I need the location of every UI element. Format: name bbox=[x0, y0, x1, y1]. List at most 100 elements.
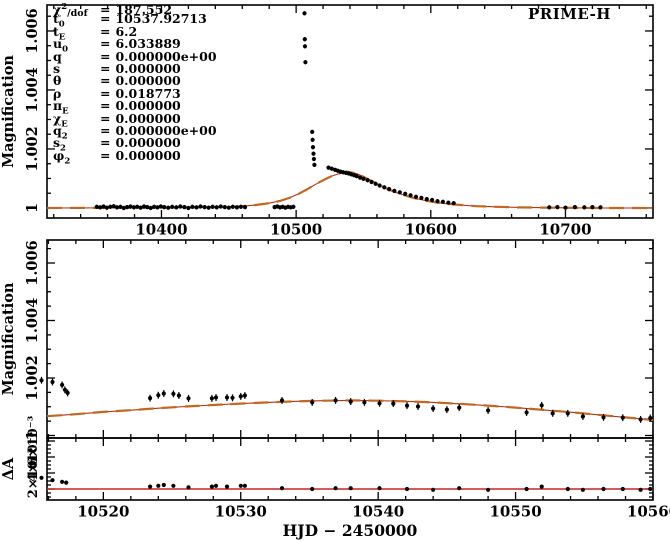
parameter-equals: = bbox=[100, 36, 111, 52]
survey-label: PRIME-H bbox=[528, 5, 611, 23]
data-point bbox=[222, 205, 227, 210]
parameter-value: 0.000000 bbox=[115, 60, 181, 76]
x-tick-label: 10540 bbox=[352, 503, 404, 521]
data-point bbox=[213, 483, 219, 488]
data-point bbox=[362, 400, 367, 405]
parameter-symbol: tE bbox=[53, 23, 66, 43]
y-tick-label: 2×10⁻³ bbox=[26, 447, 41, 498]
data-point bbox=[65, 390, 70, 395]
parameter-value: 0.000000e+00 bbox=[115, 122, 217, 138]
data-point bbox=[238, 204, 243, 209]
data-point bbox=[329, 166, 334, 171]
data-point bbox=[457, 486, 462, 491]
data-point bbox=[486, 487, 491, 492]
data-point bbox=[234, 205, 239, 210]
data-point bbox=[230, 204, 235, 209]
y-axis-label: ΔA bbox=[0, 457, 17, 480]
axis-ticks bbox=[47, 240, 654, 438]
fit-parameter-row: q = 0.000000e+00 bbox=[53, 48, 217, 64]
data-point bbox=[279, 398, 285, 403]
data-points bbox=[39, 475, 653, 492]
parameter-value: 0.000000 bbox=[115, 73, 181, 89]
fit-parameter-row: φ2 = 0.000000 bbox=[53, 147, 217, 166]
data-point bbox=[404, 403, 410, 408]
data-point bbox=[361, 176, 366, 181]
data-point bbox=[392, 188, 397, 193]
fit-parameter-row: χ2/dof = 187.552 bbox=[53, 1, 217, 19]
data-point bbox=[98, 205, 103, 210]
data-point bbox=[550, 411, 555, 416]
data-point bbox=[202, 205, 207, 210]
data-point bbox=[156, 393, 161, 398]
data-point bbox=[161, 482, 166, 488]
data-point bbox=[242, 483, 247, 488]
y-tick-label: 1.002 bbox=[24, 355, 41, 400]
data-point bbox=[302, 11, 307, 16]
data-point bbox=[539, 484, 544, 489]
fit-parameter-row: tE = 6.2 bbox=[53, 25, 217, 42]
data-point bbox=[391, 401, 396, 406]
data-point bbox=[354, 174, 359, 179]
data-point bbox=[198, 204, 203, 209]
model-curve bbox=[46, 170, 653, 210]
data-point bbox=[158, 204, 163, 209]
data-points bbox=[39, 376, 653, 423]
x-tick-label: 10700 bbox=[539, 221, 591, 239]
parameter-equals: = bbox=[100, 48, 111, 64]
data-point bbox=[446, 200, 451, 205]
parameter-symbol: s2 bbox=[53, 135, 66, 154]
x-axis-title: HJD − 2450000 bbox=[283, 521, 418, 540]
data-point bbox=[547, 205, 552, 210]
top-lightcurve-panel: 10400 10500 10600 10700 1 1.002 1.004 1.006 Magn… bbox=[0, 4, 654, 239]
data-point bbox=[145, 205, 150, 210]
data-point bbox=[373, 181, 378, 186]
data-point bbox=[311, 156, 316, 162]
data-point bbox=[348, 486, 353, 491]
data-point bbox=[94, 204, 99, 209]
x-tick-label: 10550 bbox=[489, 503, 541, 521]
data-point bbox=[178, 204, 183, 209]
data-point bbox=[118, 204, 123, 209]
y-tick-label: 1 bbox=[24, 203, 41, 213]
parameter-value: 0.000000 bbox=[115, 147, 181, 163]
data-point bbox=[156, 483, 161, 488]
parameter-symbol: πE bbox=[53, 98, 69, 117]
fit-parameter-row: s = 0.000000 bbox=[53, 60, 217, 76]
parameter-symbol: ρ bbox=[53, 85, 62, 101]
fit-parameter-row: χE = 0.000000 bbox=[53, 112, 217, 129]
data-point bbox=[238, 483, 243, 488]
data-point bbox=[457, 405, 462, 410]
data-point bbox=[601, 415, 606, 420]
data-point bbox=[333, 486, 338, 491]
data-point bbox=[218, 204, 223, 209]
data-point bbox=[186, 205, 191, 211]
parameter-value: 0.000000e+00 bbox=[115, 48, 217, 64]
data-point bbox=[166, 205, 171, 210]
y-tick-label: 1.004 bbox=[24, 298, 41, 343]
data-point bbox=[291, 204, 296, 209]
data-point bbox=[186, 396, 191, 401]
fit-parameter-row: πE = 0.000000 bbox=[53, 99, 217, 116]
fit-parameter-row: θ = 0.000000 bbox=[53, 73, 217, 89]
data-point bbox=[310, 486, 315, 492]
data-points bbox=[94, 11, 603, 211]
data-point bbox=[310, 145, 316, 150]
y-axis-label: Magnification bbox=[0, 55, 17, 168]
data-point bbox=[194, 205, 199, 210]
parameter-symbol: s bbox=[53, 60, 61, 76]
x-tick-label: 10400 bbox=[135, 221, 187, 239]
data-point bbox=[148, 396, 153, 401]
data-point bbox=[638, 417, 643, 422]
model-curve bbox=[46, 171, 653, 209]
data-point bbox=[162, 205, 167, 210]
data-point bbox=[601, 486, 606, 492]
data-point bbox=[302, 44, 308, 49]
data-point bbox=[620, 486, 625, 492]
data-point bbox=[377, 183, 382, 188]
data-point bbox=[190, 204, 195, 209]
data-point bbox=[176, 393, 181, 398]
y-tick-label: 6×10⁻³ bbox=[26, 415, 41, 466]
data-point bbox=[186, 485, 191, 490]
data-point bbox=[369, 179, 374, 185]
data-point bbox=[408, 193, 413, 198]
